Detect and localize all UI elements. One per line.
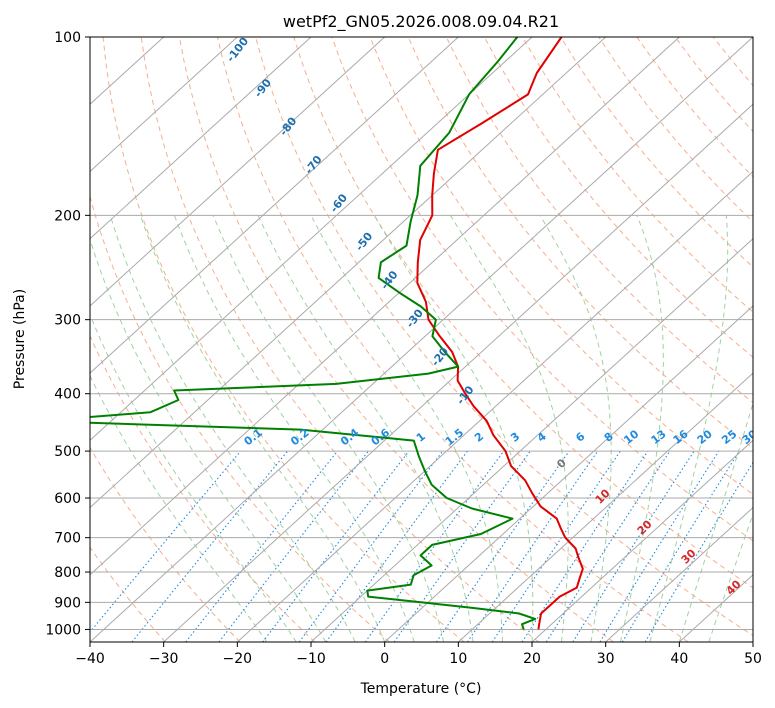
isotherm <box>90 37 680 576</box>
x-tick-label: 20 <box>523 651 541 667</box>
background-lines <box>90 37 753 642</box>
moist-adiabat <box>373 215 534 642</box>
dry-adiabat <box>255 37 753 637</box>
moist-adiabat <box>212 215 445 642</box>
y-tick-label: 400 <box>54 387 81 403</box>
mixing-ratio-line <box>364 450 505 642</box>
series-lines <box>90 37 584 630</box>
moist-adiabat <box>678 401 753 642</box>
isotherm <box>310 237 753 642</box>
y-tick-label: 1000 <box>45 622 81 638</box>
isotherm <box>90 37 533 442</box>
mixing-ratio-line <box>521 450 649 642</box>
moist-adiabat <box>257 215 474 642</box>
temperature-profile <box>416 37 584 630</box>
moist-adiabat <box>449 215 569 642</box>
mixing-ratio-line <box>545 450 671 642</box>
mixing-ratio-line <box>467 450 599 642</box>
y-tick-label: 600 <box>54 491 81 507</box>
dry-adiabat <box>369 37 753 495</box>
dry-adiabat <box>90 446 241 642</box>
mixing-ratio-line <box>572 450 695 642</box>
x-tick-label: −20 <box>223 651 253 667</box>
isotherm <box>90 37 753 642</box>
y-tick-label: 100 <box>54 30 81 46</box>
moist-adiabat <box>310 215 503 642</box>
dry-adiabat <box>140 37 540 642</box>
plot-frame <box>89 36 754 643</box>
dewpoint-profile <box>90 37 537 630</box>
mixing-ratio-line <box>262 450 410 642</box>
dry-adiabat <box>102 37 465 642</box>
x-tick-label: 30 <box>597 651 615 667</box>
mixing-ratio-line <box>491 450 621 642</box>
isotherm <box>236 170 753 642</box>
x-tick-label: 0 <box>380 651 389 667</box>
dry-adiabat <box>445 37 753 404</box>
moist-adiabat <box>140 215 386 642</box>
dry-adiabat <box>331 37 753 542</box>
moist-adiabat <box>90 237 327 642</box>
mixing-ratio-line <box>435 450 570 642</box>
mixing-ratio-line <box>90 450 242 633</box>
isotherm <box>90 37 238 173</box>
isotherm <box>384 305 753 642</box>
x-axis-label: Temperature (°C) <box>360 681 482 697</box>
y-tick-label: 800 <box>54 565 81 581</box>
isotherm <box>90 37 386 307</box>
mixing-ratio-line <box>185 450 339 642</box>
moist-adiabat <box>649 215 729 642</box>
y-tick-label: 200 <box>54 208 81 224</box>
moist-adiabat <box>619 215 664 642</box>
mixing-ratio-line <box>298 450 444 642</box>
y-axis-label: Pressure (hPa) <box>12 289 28 389</box>
dry-adiabat <box>407 37 753 449</box>
mixing-ratio-line <box>621 450 740 642</box>
moist-adiabat <box>90 313 297 642</box>
y-tick-label: 300 <box>54 313 81 329</box>
moist-adiabat <box>173 215 415 642</box>
x-tick-label: 50 <box>744 651 762 667</box>
chart-title: wetPf2_GN05.2026.008.09.04.R21 <box>283 12 559 32</box>
moist-adiabat <box>708 513 753 642</box>
isotherm <box>605 506 753 642</box>
y-axis: 100 200 300 400 500 600 700 800 900 1000 <box>45 30 90 638</box>
y-tick-label: 900 <box>54 595 81 611</box>
x-tick-label: −10 <box>296 651 326 667</box>
x-tick-label: −30 <box>149 651 179 667</box>
dry-adiabat <box>217 37 689 642</box>
x-tick-label: 10 <box>449 651 467 667</box>
isotherm <box>90 37 459 374</box>
isotherm <box>90 37 312 240</box>
dry-adiabat <box>90 334 316 642</box>
x-tick-label: −40 <box>75 651 105 667</box>
mixing-ratio-line <box>131 450 289 642</box>
moist-adiabat <box>109 215 356 642</box>
mixing-ratio-line <box>325 450 468 642</box>
y-tick-label: 500 <box>54 444 81 460</box>
x-axis: −40 −30 −20 −10 0 10 20 30 40 50 <box>75 642 762 667</box>
y-tick-label: 700 <box>54 531 81 547</box>
moist-adiabat <box>539 215 612 642</box>
dry-adiabat <box>90 546 166 642</box>
isotherm <box>90 37 607 509</box>
x-tick-label: 40 <box>670 651 688 667</box>
moist-adiabat <box>90 374 268 642</box>
isotherm <box>163 103 753 642</box>
isotherm <box>531 439 753 642</box>
